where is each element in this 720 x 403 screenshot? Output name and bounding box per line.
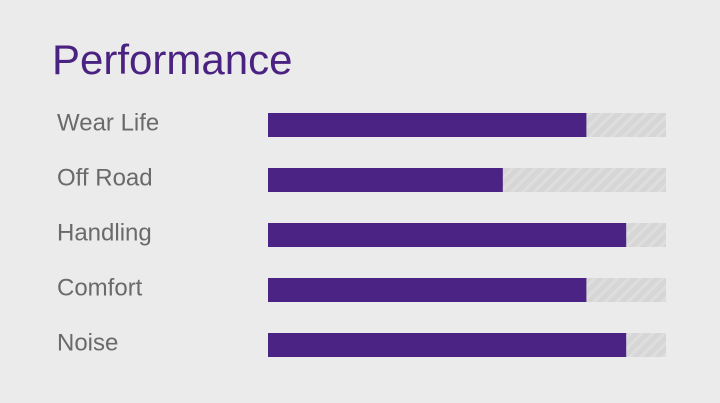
category-label: Comfort (57, 274, 143, 301)
bar (268, 278, 587, 302)
category-label: Noise (57, 329, 118, 356)
bar (268, 168, 503, 192)
bar (268, 333, 627, 357)
chart-title: Performance (52, 36, 292, 83)
bar (268, 113, 587, 137)
category-label: Wear Life (57, 109, 159, 136)
category-label: Off Road (57, 164, 153, 191)
bar (268, 223, 627, 247)
category-label: Handling (57, 219, 152, 246)
